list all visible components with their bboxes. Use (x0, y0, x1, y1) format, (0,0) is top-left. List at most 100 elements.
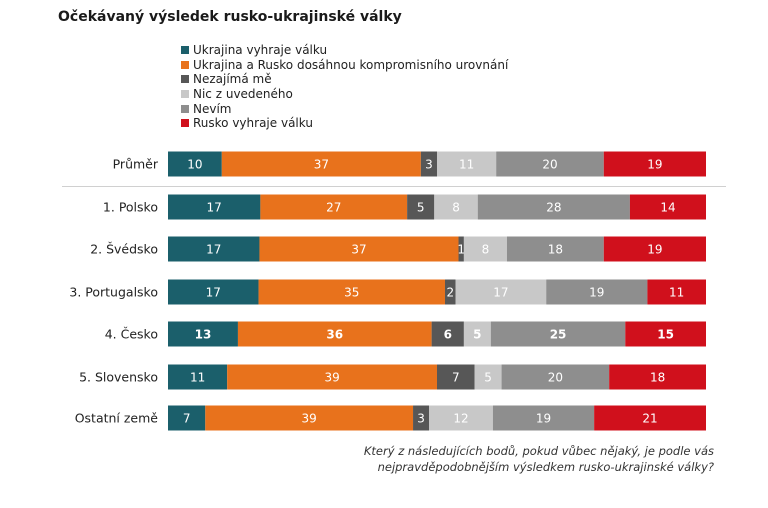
data-label: 39 (302, 412, 317, 426)
bar-segment (431, 321, 464, 347)
data-label: 19 (647, 243, 662, 257)
data-label: 14 (660, 201, 675, 215)
legend-label: Nevím (193, 101, 232, 116)
bar-segment (434, 194, 478, 220)
bar-segment (609, 364, 706, 390)
footnote-line: Který z následujících bodů, pokud vůbec … (363, 444, 714, 458)
data-label: 20 (542, 158, 557, 172)
data-label: 36 (326, 328, 343, 342)
bar-segment (259, 236, 459, 262)
legend-swatch (181, 104, 189, 113)
bar-segment (490, 321, 626, 347)
legend-item: Nic z uvedeného (181, 87, 508, 102)
legend-label: Ukrajina vyhraje válku (193, 43, 328, 58)
bar-segment (407, 194, 435, 220)
bar-segment (647, 279, 706, 305)
bar-segment (168, 151, 222, 177)
data-label: 39 (324, 371, 339, 385)
data-label: 11 (459, 158, 474, 172)
bar-segment (429, 405, 493, 431)
data-label: 3 (425, 158, 433, 172)
bar-segment (629, 194, 706, 220)
bar-segment (437, 364, 475, 390)
bar-segment (501, 364, 610, 390)
bar-segment (477, 194, 630, 220)
data-label: 15 (657, 328, 674, 342)
legend-label: Ukrajina a Rusko dosáhnou kompromisního … (193, 57, 509, 72)
bar-segment (603, 236, 706, 262)
bar-segment (594, 405, 706, 431)
bar-segment (168, 405, 206, 431)
bar-segment (463, 236, 507, 262)
data-label: 11 (190, 371, 205, 385)
bar-segment (413, 405, 430, 431)
bar-segment (260, 194, 408, 220)
legend-swatch (181, 90, 189, 99)
bar-segment (496, 151, 604, 177)
bar-segment (221, 151, 421, 177)
data-label: 7 (452, 371, 460, 385)
legend-item: Nezajímá mě (181, 72, 508, 87)
bar-segment (603, 151, 706, 177)
data-label: 10 (187, 158, 202, 172)
data-label: 18 (548, 243, 563, 257)
data-label: 13 (195, 328, 212, 342)
bar-segment (444, 279, 456, 305)
legend-label: Nezajímá mě (193, 72, 272, 87)
legend-label: Nic z uvedeného (193, 87, 293, 102)
category-label: 5. Slovensko (79, 370, 158, 385)
data-label: 1 (457, 243, 465, 257)
bar-segment (455, 279, 547, 305)
data-label: 12 (453, 412, 468, 426)
legend: Ukrajina vyhraje válku Ukrajina a Rusko d… (181, 43, 508, 131)
data-label: 28 (546, 201, 561, 215)
data-label: 19 (536, 412, 551, 426)
legend-swatch (181, 46, 189, 55)
data-label: 8 (452, 201, 460, 215)
bar-segment (458, 236, 464, 262)
category-label: 1. Polsko (103, 200, 158, 215)
legend-item: Ukrajina vyhraje válku (181, 43, 508, 58)
category-label: 3. Portugalsko (69, 285, 158, 300)
data-label: 8 (482, 243, 490, 257)
legend-swatch (181, 60, 189, 69)
data-label: 11 (669, 286, 684, 300)
data-label: 2 (446, 286, 454, 300)
bar-segment (474, 364, 502, 390)
bar-segment (546, 279, 648, 305)
legend-item: Rusko vyhraje válku (181, 116, 508, 131)
legend-swatch (181, 119, 189, 128)
data-label: 17 (206, 286, 221, 300)
bar-segment (420, 151, 437, 177)
data-label: 6 (444, 328, 452, 342)
category-label: Průměr (113, 157, 159, 172)
bar-segment (463, 321, 491, 347)
data-label: 21 (642, 412, 657, 426)
data-label: 5 (484, 371, 492, 385)
data-label: 5 (417, 201, 425, 215)
data-label: 3 (417, 412, 425, 426)
bar-segment (227, 364, 437, 390)
bar-segment (168, 194, 261, 220)
bar-segment (168, 279, 259, 305)
data-label: 19 (647, 158, 662, 172)
bar-segment (168, 321, 238, 347)
bar-segment (625, 321, 706, 347)
data-label: 18 (650, 371, 665, 385)
legend-label: Rusko vyhraje válku (193, 116, 313, 131)
footnote-line: nejpravděpodobnějším výsledkem rusko-ukr… (377, 460, 714, 474)
data-label: 17 (206, 243, 221, 257)
bar-segment (437, 151, 497, 177)
category-label: Ostatní země (75, 411, 159, 426)
data-label: 37 (314, 158, 329, 172)
category-label: 4. Česko (105, 327, 158, 342)
data-label: 5 (473, 328, 481, 342)
legend-swatch (181, 75, 189, 84)
data-label: 37 (351, 243, 366, 257)
data-label: 17 (493, 286, 508, 300)
legend-item: Ukrajina a Rusko dosáhnou kompromisního … (181, 58, 508, 73)
data-label: 25 (550, 328, 567, 342)
bar-segment (258, 279, 445, 305)
data-label: 7 (183, 412, 191, 426)
